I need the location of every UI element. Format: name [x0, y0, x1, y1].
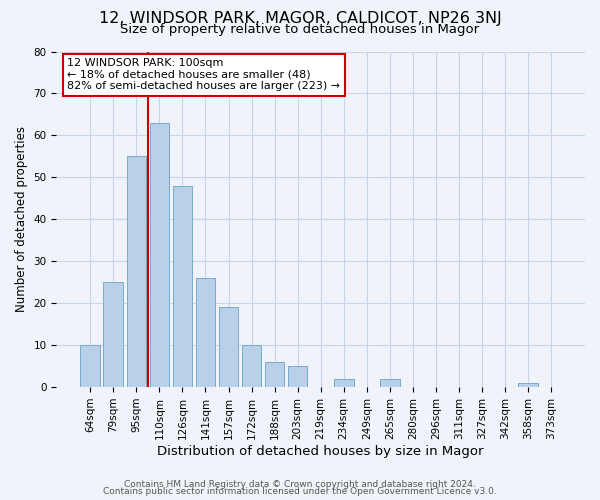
Bar: [380, 378, 400, 387]
Bar: [103, 282, 123, 387]
Bar: [242, 345, 262, 387]
Bar: [334, 378, 353, 387]
Bar: [219, 308, 238, 387]
Text: Contains HM Land Registry data © Crown copyright and database right 2024.: Contains HM Land Registry data © Crown c…: [124, 480, 476, 489]
Bar: [173, 186, 192, 387]
Text: Size of property relative to detached houses in Magor: Size of property relative to detached ho…: [121, 22, 479, 36]
Bar: [196, 278, 215, 387]
Bar: [149, 123, 169, 387]
Text: 12 WINDSOR PARK: 100sqm
← 18% of detached houses are smaller (48)
82% of semi-de: 12 WINDSOR PARK: 100sqm ← 18% of detache…: [67, 58, 340, 92]
Text: 12, WINDSOR PARK, MAGOR, CALDICOT, NP26 3NJ: 12, WINDSOR PARK, MAGOR, CALDICOT, NP26 …: [98, 11, 502, 26]
Bar: [288, 366, 307, 387]
Bar: [518, 383, 538, 387]
Y-axis label: Number of detached properties: Number of detached properties: [15, 126, 28, 312]
Bar: [265, 362, 284, 387]
Text: Contains public sector information licensed under the Open Government Licence v3: Contains public sector information licen…: [103, 488, 497, 496]
X-axis label: Distribution of detached houses by size in Magor: Distribution of detached houses by size …: [157, 444, 484, 458]
Bar: [80, 345, 100, 387]
Bar: [127, 156, 146, 387]
